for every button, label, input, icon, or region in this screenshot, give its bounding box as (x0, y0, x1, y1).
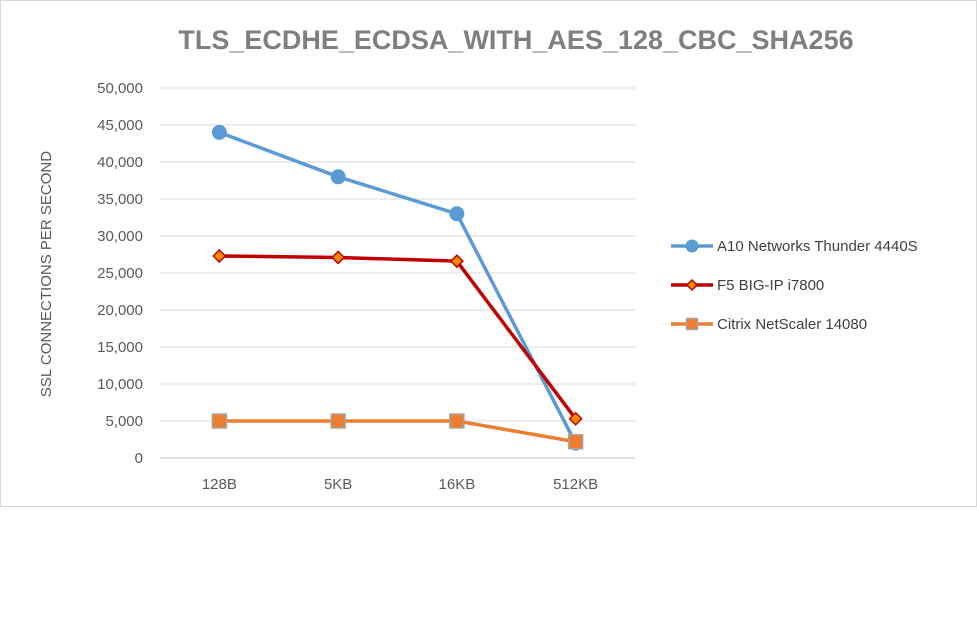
data-point (568, 411, 583, 426)
y-tick-label: 35,000 (97, 191, 143, 208)
data-point (330, 169, 346, 185)
legend-label: F5 BIG-IP i7800 (717, 277, 824, 294)
legend-item: Citrix NetScaler 14080 (671, 316, 867, 333)
data-point (449, 206, 465, 222)
series (212, 248, 583, 426)
data-point (330, 413, 346, 429)
series-line (218, 130, 578, 445)
y-tick-label: 40,000 (97, 154, 143, 171)
series (211, 413, 584, 450)
series-lines (211, 124, 584, 451)
y-tick-label: 20,000 (97, 302, 143, 319)
x-tick-label: 16KB (439, 476, 476, 493)
y-tick-label: 45,000 (97, 117, 143, 134)
data-point (449, 413, 465, 429)
data-point (567, 433, 584, 450)
series-line (219, 254, 578, 420)
y-tick-label: 15,000 (97, 339, 143, 356)
legend-label: A10 Networks Thunder 4440S (717, 238, 918, 255)
legend-item: A10 Networks Thunder 4440S (671, 238, 918, 255)
chart-svg: TLS_ECDHE_ECDSA_WITH_AES_128_CBC_SHA256 … (38, 25, 918, 493)
chart-frame: TLS_ECDHE_ECDSA_WITH_AES_128_CBC_SHA256 … (0, 0, 977, 507)
y-tick-label: 25,000 (97, 265, 143, 282)
data-point (685, 317, 699, 331)
data-point (211, 124, 227, 140)
data-point (331, 250, 346, 265)
x-tick-labels: 128B 5KB 16KB 512KB (202, 476, 598, 493)
data-point (685, 239, 699, 253)
chart-title: TLS_ECDHE_ECDSA_WITH_AES_128_CBC_SHA256 (178, 25, 853, 55)
y-tick-label: 10,000 (97, 376, 143, 393)
y-tick-labels: 0 5,000 10,000 15,000 20,000 25,000 30,000 35,0… (97, 80, 143, 467)
legend: A10 Networks Thunder 4440S F5 BIG-IP i780… (671, 238, 918, 333)
data-point (449, 254, 464, 269)
y-tick-label: 0 (135, 450, 143, 467)
data-point (212, 248, 227, 264)
series (211, 124, 584, 451)
series-line (219, 419, 576, 444)
legend-item: F5 BIG-IP i7800 (671, 277, 824, 294)
x-tick-label: 5KB (324, 476, 352, 493)
legend-label: Citrix NetScaler 14080 (717, 316, 867, 333)
y-tick-label: 50,000 (97, 80, 143, 97)
x-tick-label: 128B (202, 476, 237, 493)
data-point (211, 413, 228, 429)
data-point (685, 278, 699, 292)
y-tick-label: 5,000 (105, 413, 143, 430)
y-axis-title: SSL CONNECTIONS PER SECOND (38, 151, 55, 397)
x-tick-label: 512KB (553, 476, 598, 493)
y-tick-label: 30,000 (97, 228, 143, 245)
